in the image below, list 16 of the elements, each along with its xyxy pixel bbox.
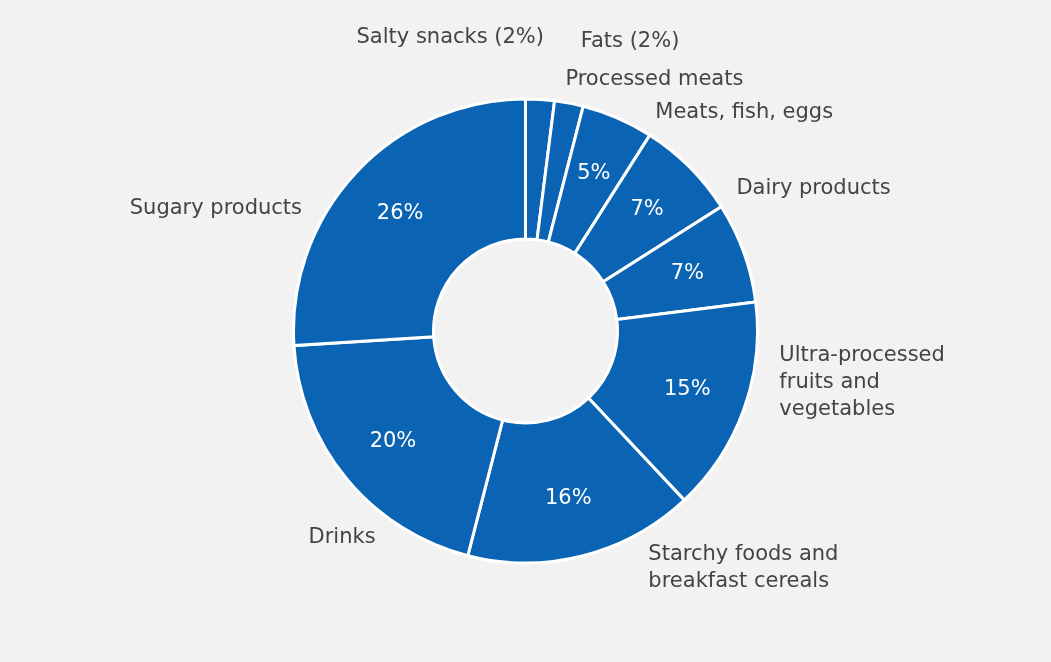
data-label: 20% [369, 427, 417, 452]
slice-label: Fats (2%) [580, 28, 680, 53]
slice-label: Ultra-processed fruits and vegetables [779, 342, 945, 420]
slice-label: Processed meats [565, 66, 744, 91]
slice-label: Starchy foods and breakfast cereals [648, 541, 839, 593]
slice-label: Meats, fish, eggs [655, 98, 834, 123]
slice-label: Salty snacks (2%) [356, 23, 545, 48]
data-label: 26% [376, 200, 424, 225]
data-label: 5% [577, 160, 611, 185]
slice-label: Drinks [308, 524, 376, 549]
data-label: 15% [663, 376, 711, 401]
data-label: 16% [544, 484, 592, 509]
data-label: 7% [670, 259, 704, 284]
slice-label: Sugary products [129, 195, 303, 220]
slice-label: Dairy products [736, 174, 891, 199]
data-label: 7% [630, 196, 664, 221]
